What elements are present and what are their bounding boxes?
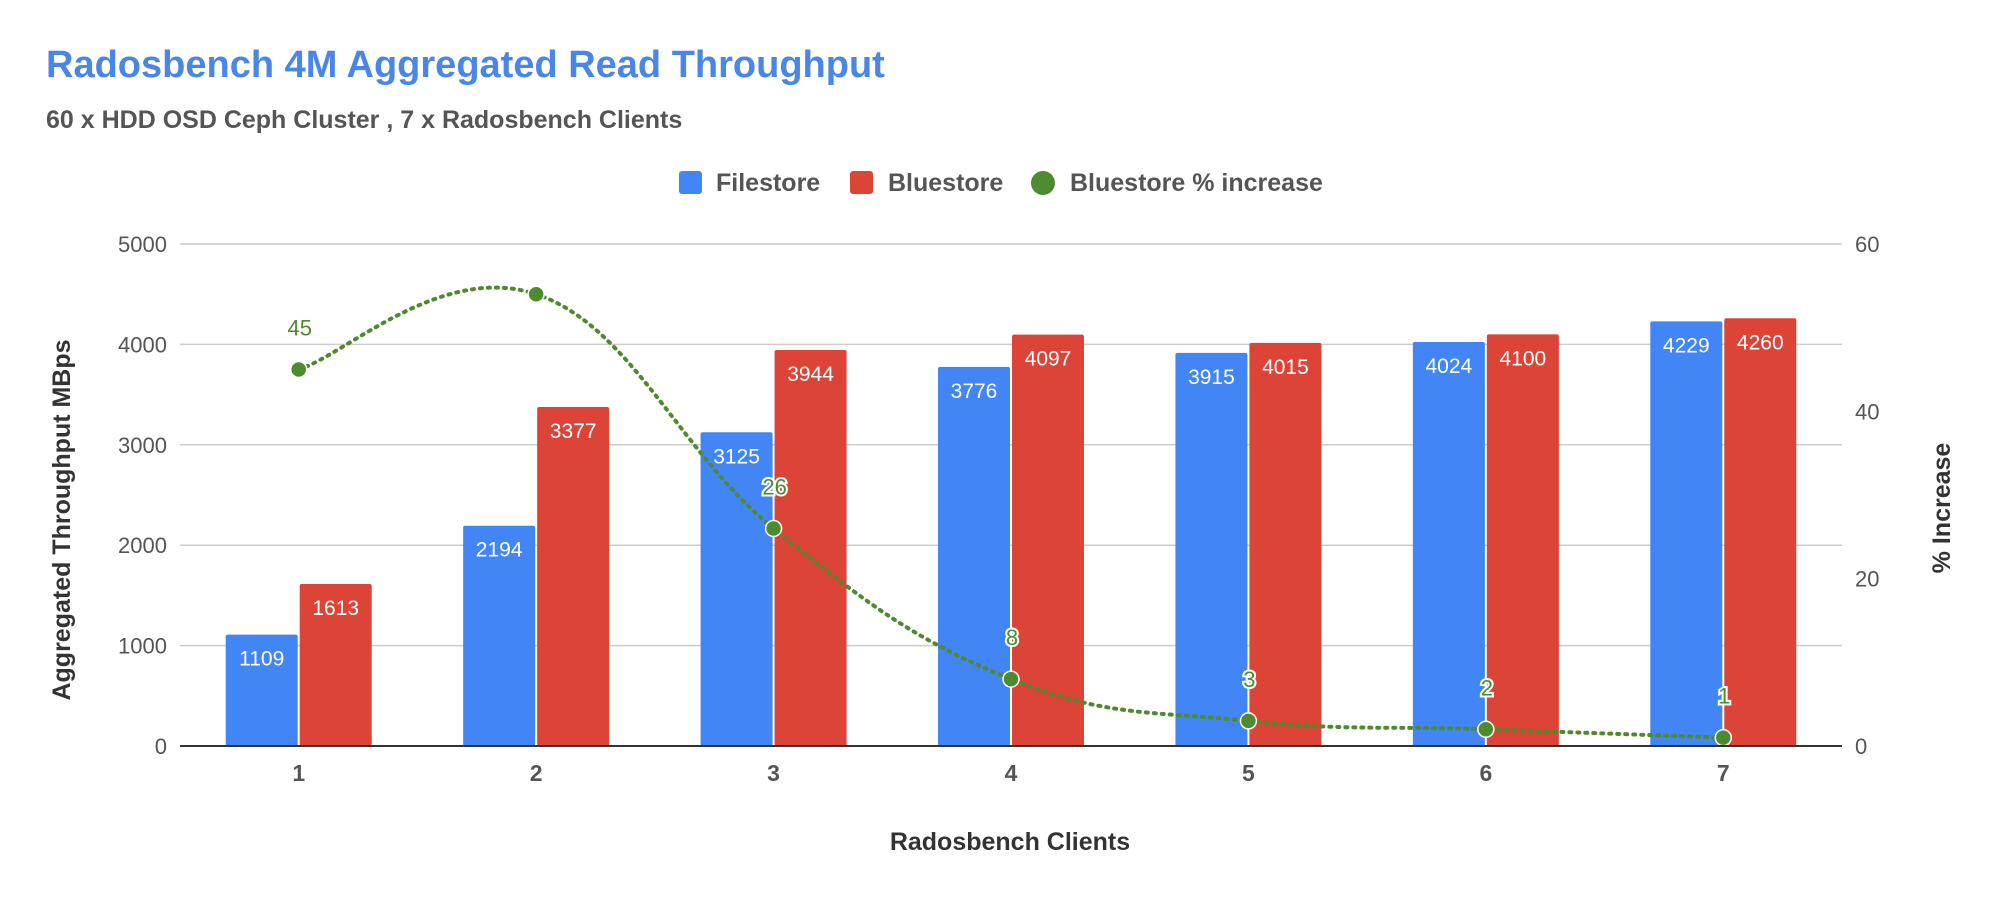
bar-value-label: 3776 (951, 380, 998, 403)
bar-value-label: 3944 (787, 363, 834, 386)
chart-title: Radosbench 4M Aggregated Read Throughput (46, 44, 885, 86)
y-tick-label: 2000 (118, 533, 167, 558)
bars (225, 318, 1797, 746)
percent-point (1239, 712, 1258, 730)
y-tick-label: 3000 (118, 433, 167, 458)
x-tick-label: 5 (1242, 760, 1255, 786)
percent-value-label: 26 (762, 474, 786, 499)
bar-bluestore (1486, 334, 1559, 746)
bar-value-label: 1109 (239, 648, 284, 671)
y2-axis-title: % Increase (1928, 443, 1956, 574)
y-tick-label: 4000 (118, 332, 167, 357)
x-axis-title: Radosbench Clients (890, 828, 1130, 856)
bar-value-label: 4015 (1262, 356, 1309, 379)
gridlines (180, 243, 1842, 647)
y2-tick-label: 60 (1855, 232, 1879, 257)
x-tick-label: 1 (292, 760, 305, 786)
legend-label-bluestore: Bluestore (888, 169, 1003, 197)
bar-filestore (938, 366, 1010, 746)
bar-value-label: 2194 (476, 539, 523, 562)
percent-line (289, 285, 1733, 747)
x-tick-label: 2 (530, 760, 543, 786)
bar-value-label: 1613 (312, 597, 359, 620)
percent-point (1477, 720, 1495, 739)
bar-value-label: 4097 (1025, 348, 1072, 371)
bar-filestore (1412, 341, 1485, 746)
x-tick-label: 7 (1717, 760, 1730, 786)
bar-value-label: 4024 (1425, 355, 1472, 378)
bar-bluestore (1249, 342, 1322, 746)
legend-label-filestore: Filestore (716, 169, 820, 197)
y2-tick-label: 40 (1855, 399, 1879, 424)
percent-point (289, 360, 308, 379)
x-tick-label: 3 (767, 760, 780, 786)
legend-label-bluestore-increase: Bluestore % increase (1070, 169, 1323, 197)
x-tick-label: 6 (1479, 760, 1492, 786)
y-tick-label: 0 (155, 734, 167, 759)
percent-value-label: 2 (1481, 675, 1493, 700)
bar-bluestore (1724, 318, 1797, 746)
x-tick-label: 4 (1005, 760, 1018, 786)
data-labels: 1109 2194 3125 3776 3915 4024 4229 1613 3377 3944… (239, 314, 1784, 711)
percent-value-label: 3 (1243, 667, 1255, 692)
bar-filestore (1175, 352, 1248, 746)
y2-tick-label: 0 (1855, 734, 1867, 759)
percent-value-label: 45 (287, 316, 311, 341)
bar-filestore (1650, 321, 1723, 746)
bar-filestore (225, 634, 298, 746)
bar-value-label: 4260 (1737, 331, 1784, 354)
percent-point (1002, 670, 1020, 688)
bar-bluestore (299, 584, 372, 746)
percent-point (1714, 728, 1733, 747)
legend-marker-bluestore-increase (1031, 171, 1055, 195)
y-tick-label: 1000 (118, 634, 167, 659)
bar-value-label: 3915 (1188, 366, 1235, 389)
bar-bluestore (774, 350, 847, 746)
legend-swatch-bluestore (850, 171, 873, 194)
bar-filestore (463, 525, 536, 746)
y-tick-label: 5000 (118, 232, 167, 257)
bar-value-label: 4229 (1663, 334, 1710, 357)
bar-bluestore (537, 406, 610, 746)
bar-value-label: 4100 (1499, 347, 1546, 370)
percent-value-label: 8 (1006, 625, 1018, 650)
y-axis-title: Aggregated Throughput MBps (48, 339, 76, 700)
percent-point (527, 285, 545, 303)
y2-tick-label: 20 (1855, 567, 1879, 592)
chart-subtitle: 60 x HDD OSD Ceph Cluster , 7 x Radosben… (46, 106, 683, 134)
bar-value-label: 3377 (550, 420, 597, 443)
legend-swatch-filestore (679, 171, 702, 194)
bar-value-label: 3125 (713, 445, 760, 468)
percent-point (764, 519, 783, 538)
bar-bluestore (1012, 334, 1084, 746)
legend: Filestore Bluestore Bluestore % increase (679, 169, 1323, 197)
percent-value-label: 1 (1718, 684, 1730, 709)
